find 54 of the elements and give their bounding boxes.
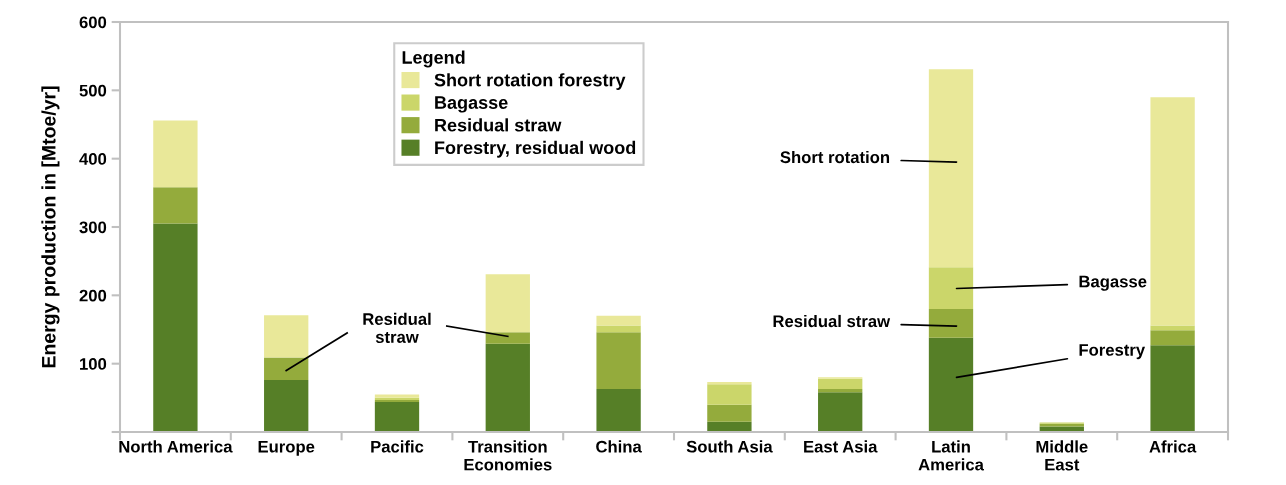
bar xyxy=(153,223,198,432)
x-tick-label: Transition Economies xyxy=(464,440,552,471)
bar xyxy=(1150,345,1195,432)
bar xyxy=(928,267,974,309)
legend-title: Legend xyxy=(402,50,465,68)
legend-label: Bagasse xyxy=(435,96,508,113)
bar xyxy=(374,401,420,432)
annotation: Bagasse xyxy=(1079,275,1147,291)
bar xyxy=(928,309,974,338)
legend-label: Short rotation forestry xyxy=(434,73,626,90)
bar xyxy=(485,274,530,333)
x-tick-label: Latin America xyxy=(918,440,984,471)
bar xyxy=(264,357,309,381)
legend-label: Residual straw xyxy=(435,118,562,132)
bar xyxy=(928,337,974,432)
x-tick-label: North America xyxy=(119,440,233,453)
bar xyxy=(707,384,752,405)
bar xyxy=(818,378,863,389)
bar xyxy=(485,343,530,432)
x-tick-label: East Asia xyxy=(804,440,878,453)
x-tick-label: Pacific xyxy=(371,440,424,453)
y-tick-label: 300 xyxy=(79,221,107,234)
y-axis-title: Energy production in [Mtoe/yr] xyxy=(41,86,60,368)
legend-label: Forestry, residual wood xyxy=(435,140,636,158)
bar xyxy=(596,332,641,389)
y-tick-label: 200 xyxy=(79,289,107,302)
x-tick-label: Africa xyxy=(1149,440,1197,453)
bar xyxy=(1150,97,1195,326)
y-tick-label: 600 xyxy=(79,16,107,29)
x-tick-label: South Asia xyxy=(686,440,773,453)
annotation: Residual straw xyxy=(773,314,891,328)
bar xyxy=(485,332,530,344)
x-tick-label: Middle East xyxy=(1036,440,1088,471)
bar xyxy=(1150,325,1195,331)
y-tick-label: 100 xyxy=(80,358,107,370)
bar xyxy=(596,315,641,326)
bar xyxy=(596,388,641,432)
x-tick-label: China xyxy=(596,440,642,453)
bar xyxy=(1150,330,1195,346)
annotation: Short rotation xyxy=(780,150,890,164)
bar xyxy=(153,187,198,224)
annotation: Forestry xyxy=(1079,344,1146,360)
bar xyxy=(707,382,752,385)
bar xyxy=(928,69,974,268)
bar xyxy=(596,325,641,333)
y-tick-label: 500 xyxy=(79,84,107,97)
bar xyxy=(264,380,309,432)
y-tick-label: 400 xyxy=(79,153,107,165)
bar xyxy=(707,404,752,422)
x-tick-label: Europe xyxy=(258,440,315,456)
annotation: Residual straw xyxy=(363,312,431,343)
bar xyxy=(153,120,198,188)
bar xyxy=(264,315,309,358)
bar xyxy=(818,392,863,432)
